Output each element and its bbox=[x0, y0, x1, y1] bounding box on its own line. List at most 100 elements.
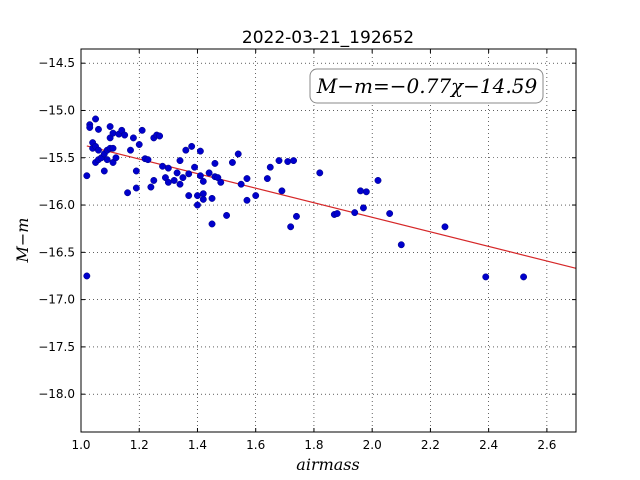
data-point bbox=[217, 178, 225, 186]
x-tick-label: 1.2 bbox=[130, 438, 149, 452]
data-point bbox=[129, 134, 137, 142]
data-point bbox=[263, 175, 271, 183]
data-point bbox=[351, 209, 359, 217]
data-point bbox=[109, 129, 117, 137]
y-tick-label: −18.0 bbox=[38, 387, 75, 401]
data-point bbox=[164, 178, 172, 186]
data-point bbox=[179, 174, 187, 182]
data-point bbox=[147, 183, 155, 191]
data-point bbox=[138, 126, 146, 134]
data-point bbox=[164, 164, 172, 172]
plot-frame bbox=[80, 48, 577, 433]
data-point bbox=[170, 176, 178, 184]
data-point bbox=[194, 201, 201, 209]
data-point bbox=[316, 169, 324, 177]
data-point bbox=[386, 210, 394, 217]
x-tick-label: 1.0 bbox=[71, 438, 90, 452]
data-point bbox=[333, 210, 341, 217]
data-point bbox=[266, 163, 274, 171]
data-point bbox=[196, 147, 204, 155]
data-point bbox=[293, 212, 300, 220]
data-point bbox=[284, 158, 292, 165]
data-point bbox=[275, 157, 283, 165]
y-axis-label: M−m bbox=[13, 218, 32, 264]
data-point bbox=[234, 150, 242, 158]
y-tick-label: −15.0 bbox=[38, 103, 75, 117]
data-point bbox=[287, 223, 295, 231]
x-tick-label: 2.0 bbox=[363, 438, 382, 452]
data-point bbox=[92, 115, 100, 123]
data-point bbox=[103, 156, 111, 164]
data-point bbox=[208, 220, 216, 228]
data-point bbox=[199, 190, 207, 198]
data-point bbox=[121, 131, 129, 139]
x-tick-label: 2.6 bbox=[537, 438, 556, 452]
data-point bbox=[223, 211, 231, 219]
data-point bbox=[185, 192, 193, 200]
data-point bbox=[132, 167, 140, 175]
y-tick-label: −15.5 bbox=[38, 151, 75, 165]
annotation-box bbox=[309, 68, 544, 104]
data-point bbox=[205, 169, 213, 177]
data-point bbox=[112, 154, 120, 162]
data-point bbox=[520, 273, 528, 281]
data-point bbox=[374, 176, 382, 184]
y-tick-label: −14.5 bbox=[38, 56, 75, 70]
data-point bbox=[144, 156, 152, 164]
data-point bbox=[83, 172, 91, 180]
data-point bbox=[237, 180, 245, 188]
data-point bbox=[397, 241, 405, 249]
x-tick-labels: 1.0 1.2 1.4 1.6 1.8 2.0 2.2 2.4 2.6 bbox=[71, 438, 556, 452]
data-point bbox=[482, 273, 490, 281]
data-point bbox=[188, 142, 196, 150]
data-point bbox=[100, 167, 108, 175]
data-point bbox=[176, 180, 184, 188]
data-point bbox=[191, 163, 199, 171]
data-point bbox=[228, 159, 236, 166]
chart-title: 2022-03-21_192652 bbox=[242, 28, 414, 48]
data-point bbox=[194, 192, 201, 200]
data-point bbox=[185, 170, 193, 178]
grid bbox=[80, 49, 576, 432]
data-point bbox=[243, 196, 251, 204]
data-point bbox=[156, 132, 164, 140]
x-tick-label: 2.4 bbox=[479, 438, 498, 452]
data-point bbox=[359, 204, 367, 212]
data-point bbox=[208, 194, 216, 202]
data-point bbox=[150, 176, 158, 184]
data-point bbox=[132, 184, 140, 192]
x-tick-label: 1.8 bbox=[304, 438, 323, 452]
x-tick-label: 2.2 bbox=[421, 438, 440, 452]
data-point bbox=[83, 272, 91, 280]
data-point bbox=[159, 162, 166, 170]
data-point bbox=[362, 188, 370, 196]
data-point bbox=[278, 187, 286, 195]
data-point bbox=[290, 157, 298, 165]
data-point bbox=[182, 146, 190, 154]
data-point bbox=[135, 141, 143, 148]
data-point bbox=[173, 169, 181, 177]
y-tick-label: −16.0 bbox=[38, 198, 75, 212]
data-point bbox=[357, 187, 364, 195]
data-points bbox=[83, 115, 528, 281]
y-tick-label: −16.5 bbox=[38, 245, 75, 259]
data-point bbox=[124, 189, 132, 197]
data-point bbox=[243, 175, 251, 183]
data-point bbox=[252, 192, 260, 200]
fit-annotation: M−m=−0.77χ−14.59 bbox=[309, 68, 544, 104]
data-point bbox=[127, 146, 134, 154]
data-point bbox=[86, 124, 94, 131]
data-point bbox=[199, 177, 207, 185]
data-point bbox=[106, 123, 114, 130]
axis-ticks bbox=[80, 49, 576, 432]
x-tick-label: 1.6 bbox=[246, 438, 265, 452]
y-tick-label: −17.5 bbox=[38, 340, 75, 354]
data-point bbox=[441, 223, 449, 231]
annotation-text: M−m=−0.77χ−14.59 bbox=[316, 74, 538, 98]
x-axis-label: airmass bbox=[296, 455, 359, 474]
y-tick-labels: −14.5 −15.0 −15.5 −16.0 −16.5 −17.0 −17.5 −18.0 bbox=[38, 56, 75, 401]
x-tick-label: 1.4 bbox=[188, 438, 207, 452]
data-point bbox=[211, 159, 219, 167]
data-point bbox=[95, 125, 102, 133]
